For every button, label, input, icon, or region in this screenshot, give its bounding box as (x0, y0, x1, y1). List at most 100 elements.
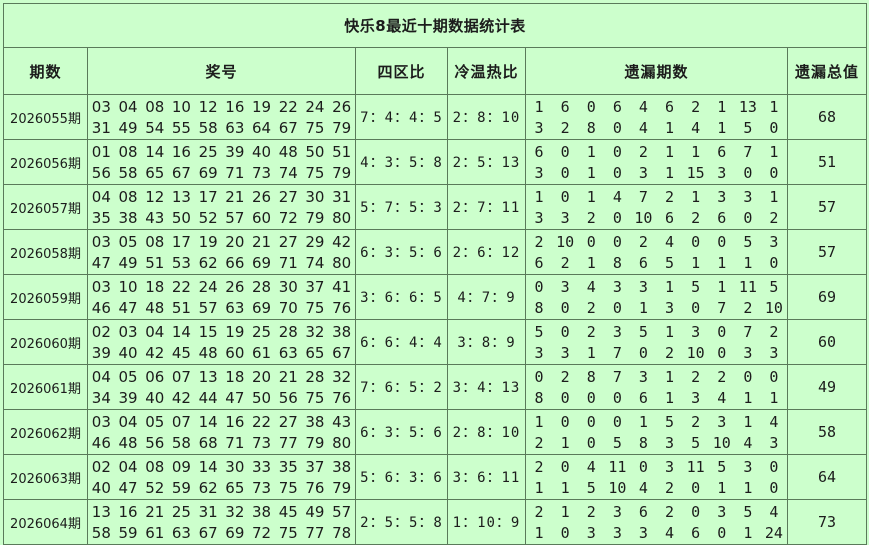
number-ball: 40 (251, 142, 272, 161)
cell-miss-periods: 2 0 4 11 0 3 11 5 3 0 1 1 5 10 4 2 0 1 1 0 (525, 454, 788, 500)
number-ball: 56 (91, 163, 111, 182)
cell-miss-periods: 5 0 2 3 5 1 3 0 7 2 3 3 1 7 0 2 10 0 3 3 (525, 319, 788, 365)
column-header-miss-periods: 遗漏期数 (525, 47, 788, 95)
number-ball: 31 (198, 502, 218, 521)
miss-value: 4 (586, 457, 596, 476)
cell-period: 2026062期 (3, 409, 88, 455)
number-ball: 26 (332, 97, 352, 116)
miss-value: 2 (534, 232, 544, 251)
miss-value: 1 (665, 142, 675, 161)
miss-value: 1 (586, 163, 596, 182)
miss-value: 2 (638, 232, 648, 251)
miss-value: 1 (743, 412, 753, 431)
number-ball: 40 (118, 343, 138, 362)
miss-grid: 1 0 0 0 1 5 2 3 1 4 2 1 0 5 8 3 5 10 4 3 (526, 412, 787, 453)
table-row: 2026062期 03 04 05 07 14 16 22 27 38 43 46 48 56 58 68 71… (3, 409, 868, 455)
miss-value: 2 (534, 433, 544, 452)
cell-period: 2026059期 (3, 274, 88, 320)
numbers-grid: 03 05 08 17 19 20 21 27 29 42 47 49 51 53 62 66 69 71 74 80 (88, 232, 355, 273)
miss-value: 0 (560, 523, 570, 542)
miss-value: 10 (764, 298, 783, 317)
miss-value: 0 (769, 118, 779, 137)
miss-value: 3 (638, 367, 648, 386)
number-ball: 79 (332, 478, 352, 497)
miss-value: 3 (769, 343, 779, 362)
miss-value: 2 (586, 322, 596, 341)
number-ball: 47 (225, 388, 245, 407)
miss-value: 5 (769, 277, 779, 296)
miss-grid: 0 3 4 3 3 1 5 1 11 5 8 0 2 0 1 3 0 7 2 10 (526, 277, 787, 318)
miss-value: 5 (534, 322, 544, 341)
cell-cold-warm-hot-ratio: 2：8：10 (447, 94, 526, 140)
number-ball: 50 (171, 208, 191, 227)
number-ball: 59 (171, 478, 191, 497)
number-ball: 76 (305, 478, 325, 497)
number-ball: 14 (145, 142, 165, 161)
number-ball: 04 (118, 457, 138, 476)
number-ball: 17 (198, 187, 218, 206)
miss-value: 4 (612, 187, 622, 206)
number-ball: 71 (225, 433, 245, 452)
miss-value: 1 (769, 388, 779, 407)
number-ball: 62 (198, 478, 218, 497)
cell-miss-periods: 2 1 2 3 6 2 0 3 5 4 1 0 3 3 3 4 6 0 1 24 (525, 499, 788, 545)
miss-value: 0 (560, 457, 570, 476)
number-ball: 21 (145, 502, 165, 521)
number-ball: 35 (278, 457, 298, 476)
miss-value: 0 (586, 97, 596, 116)
cell-miss-periods: 2 10 0 0 2 4 0 0 5 3 6 2 1 8 6 5 1 1 1 0 (525, 229, 788, 275)
miss-value: 2 (586, 208, 596, 227)
cell-miss-total: 64 (786, 454, 868, 500)
table-row: 2026057期 04 08 12 13 17 21 26 27 30 31 35 38 43 50 52 57… (3, 184, 868, 230)
miss-value: 1 (717, 97, 727, 116)
number-ball: 14 (198, 457, 218, 476)
miss-value: 11 (608, 457, 627, 476)
miss-value: 0 (586, 388, 596, 407)
miss-value: 0 (691, 502, 701, 521)
miss-value: 10 (686, 343, 705, 362)
miss-value: 4 (638, 118, 648, 137)
number-ball: 25 (171, 502, 191, 521)
number-ball: 50 (251, 388, 272, 407)
cell-zone-ratio: 4：3：5：8 (355, 139, 448, 185)
miss-value: 0 (612, 412, 622, 431)
number-ball: 22 (171, 277, 191, 296)
miss-value: 1 (586, 343, 596, 362)
miss-value: 3 (638, 163, 648, 182)
number-ball: 20 (251, 367, 272, 386)
number-ball: 67 (278, 118, 298, 137)
miss-value: 4 (586, 277, 596, 296)
number-ball: 65 (145, 163, 165, 182)
number-ball: 49 (305, 502, 325, 521)
miss-value: 1 (665, 277, 675, 296)
miss-value: 2 (665, 343, 675, 362)
miss-grid: 6 0 1 0 2 1 1 6 7 1 3 0 1 0 3 1 15 3 0 0 (526, 142, 787, 183)
miss-value: 1 (717, 277, 727, 296)
miss-value: 6 (691, 523, 701, 542)
numbers-grid: 02 04 08 09 14 30 33 35 37 38 40 47 52 59 62 65 73 75 76 79 (88, 457, 355, 498)
number-ball: 26 (225, 277, 245, 296)
miss-value: 1 (665, 367, 675, 386)
miss-value: 1 (743, 253, 753, 272)
miss-value: 0 (560, 187, 570, 206)
cell-cold-warm-hot-ratio: 4：7：9 (447, 274, 526, 320)
miss-value: 3 (586, 523, 596, 542)
number-ball: 12 (198, 97, 218, 116)
miss-value: 1 (586, 253, 596, 272)
miss-value: 0 (612, 298, 622, 317)
miss-value: 1 (691, 142, 701, 161)
miss-value: 4 (769, 502, 779, 521)
miss-value: 3 (743, 343, 753, 362)
number-ball: 14 (198, 412, 218, 431)
miss-value: 0 (612, 388, 622, 407)
miss-value: 6 (638, 253, 648, 272)
number-ball: 57 (225, 208, 245, 227)
miss-value: 6 (534, 142, 544, 161)
miss-value: 0 (638, 343, 648, 362)
number-ball: 57 (198, 298, 218, 317)
number-ball: 38 (332, 457, 352, 476)
number-ball: 69 (251, 253, 272, 272)
number-ball: 35 (91, 208, 111, 227)
number-ball: 38 (305, 412, 325, 431)
